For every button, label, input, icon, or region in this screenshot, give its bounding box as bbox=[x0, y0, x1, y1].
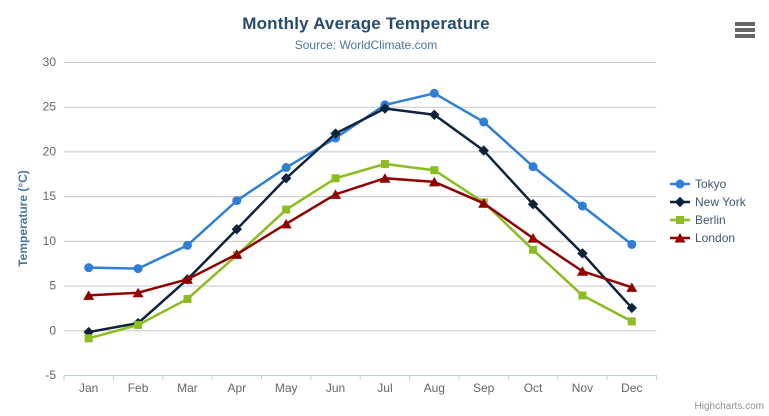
x-axis-label: Jul bbox=[377, 381, 392, 395]
point-tokyo-oct[interactable] bbox=[528, 162, 538, 172]
y-axis-label: 20 bbox=[43, 144, 57, 158]
point-london-apr[interactable] bbox=[231, 249, 243, 259]
x-axis-label: Aug bbox=[424, 381, 445, 395]
point-new-york-dec[interactable] bbox=[626, 302, 638, 314]
hamburger-icon bbox=[735, 22, 755, 26]
x-axis-label: Nov bbox=[572, 381, 593, 395]
point-tokyo-feb[interactable] bbox=[133, 264, 143, 274]
legend-marker-berlin bbox=[676, 216, 684, 224]
series-line-london bbox=[87, 177, 634, 297]
point-tokyo-nov[interactable] bbox=[577, 201, 587, 211]
point-london-nov[interactable] bbox=[576, 266, 588, 276]
point-london-feb[interactable] bbox=[132, 287, 144, 298]
legend-diamond-icon bbox=[670, 196, 690, 208]
legend-triangle-icon bbox=[670, 233, 690, 243]
legend-label-new-york: New York bbox=[695, 195, 746, 209]
point-berlin-jun[interactable] bbox=[331, 174, 340, 183]
point-new-york-apr[interactable] bbox=[231, 224, 243, 235]
legend-marker-london bbox=[674, 233, 686, 243]
point-tokyo-jan[interactable] bbox=[84, 263, 94, 273]
x-axis-label: Jan bbox=[79, 381, 98, 395]
legend-item-london[interactable]: London bbox=[670, 229, 746, 247]
legend-marker-tokyo bbox=[675, 179, 685, 189]
point-new-york-may[interactable] bbox=[280, 173, 292, 184]
y-axis-label: 10 bbox=[43, 234, 57, 248]
legend-marker-new-york bbox=[674, 196, 686, 208]
legend-label-london: London bbox=[695, 231, 736, 245]
point-london-dec[interactable] bbox=[626, 282, 638, 292]
point-berlin-mar[interactable] bbox=[183, 294, 192, 303]
legend-circle-icon bbox=[670, 179, 690, 189]
point-london-jan[interactable] bbox=[83, 290, 95, 300]
x-axis-label: Mar bbox=[177, 381, 198, 395]
x-axis-label: Feb bbox=[128, 381, 149, 395]
x-axis-label: Dec bbox=[621, 381, 642, 395]
x-axis-label: Oct bbox=[524, 381, 543, 395]
x-axis-label: Sep bbox=[473, 381, 495, 395]
legend: Tokyo New York Berlin London bbox=[670, 175, 746, 247]
point-berlin-nov[interactable] bbox=[578, 291, 587, 300]
point-new-york-jun[interactable] bbox=[330, 128, 341, 139]
point-tokyo-apr[interactable] bbox=[232, 196, 242, 206]
y-axis-label: -5 bbox=[45, 368, 56, 382]
series-new-york bbox=[83, 103, 638, 338]
series-london bbox=[83, 173, 638, 300]
point-london-sep[interactable] bbox=[478, 198, 490, 208]
x-axis-label: Jun bbox=[326, 381, 345, 395]
point-new-york-oct[interactable] bbox=[527, 198, 539, 210]
y-axis-title: Temperature (°C) bbox=[16, 170, 30, 267]
x-axis-label: Apr bbox=[227, 381, 246, 395]
y-axis-label: 30 bbox=[43, 55, 57, 69]
legend-item-berlin[interactable]: Berlin bbox=[670, 211, 746, 229]
point-tokyo-dec[interactable] bbox=[627, 239, 637, 249]
y-axis-label: 0 bbox=[49, 323, 56, 337]
series-berlin bbox=[84, 159, 636, 343]
legend-item-new-york[interactable]: New York bbox=[670, 193, 746, 211]
point-berlin-aug[interactable] bbox=[430, 166, 439, 175]
context-menu-button[interactable] bbox=[735, 22, 755, 38]
point-new-york-jul[interactable] bbox=[379, 103, 391, 114]
legend-label-tokyo: Tokyo bbox=[695, 177, 727, 191]
point-berlin-oct[interactable] bbox=[529, 245, 538, 254]
legend-square-icon bbox=[670, 216, 690, 224]
point-berlin-feb[interactable] bbox=[134, 320, 143, 329]
series-line-berlin bbox=[87, 162, 634, 340]
point-berlin-jan[interactable] bbox=[84, 334, 93, 343]
point-london-jul[interactable] bbox=[379, 173, 391, 183]
hamburger-icon bbox=[735, 28, 755, 32]
series-line-tokyo bbox=[87, 92, 634, 270]
x-axis-label: May bbox=[275, 381, 298, 395]
point-london-oct[interactable] bbox=[527, 233, 539, 243]
point-tokyo-aug[interactable] bbox=[429, 88, 439, 98]
point-new-york-aug[interactable] bbox=[429, 109, 440, 120]
point-tokyo-may[interactable] bbox=[281, 163, 291, 173]
point-tokyo-mar[interactable] bbox=[182, 240, 192, 250]
point-berlin-may[interactable] bbox=[282, 205, 291, 214]
point-london-may[interactable] bbox=[280, 218, 292, 229]
y-axis-label: 5 bbox=[49, 279, 56, 293]
point-london-jun[interactable] bbox=[330, 189, 342, 199]
point-london-mar[interactable] bbox=[181, 274, 193, 284]
credits-link[interactable]: Highcharts.com bbox=[694, 401, 764, 412]
point-new-york-sep[interactable] bbox=[478, 145, 489, 156]
point-new-york-nov[interactable] bbox=[577, 248, 588, 259]
point-london-aug[interactable] bbox=[428, 176, 440, 187]
legend-item-tokyo[interactable]: Tokyo bbox=[670, 175, 746, 193]
series-tokyo bbox=[84, 88, 637, 274]
legend-label-berlin: Berlin bbox=[695, 213, 726, 227]
point-tokyo-sep[interactable] bbox=[479, 117, 489, 127]
series-line-new-york bbox=[87, 107, 634, 334]
y-axis-label: 15 bbox=[43, 189, 57, 203]
y-axis-label: 25 bbox=[43, 100, 57, 114]
hamburger-icon bbox=[735, 34, 755, 38]
point-berlin-dec[interactable] bbox=[627, 317, 636, 326]
point-berlin-jul[interactable] bbox=[380, 159, 389, 168]
